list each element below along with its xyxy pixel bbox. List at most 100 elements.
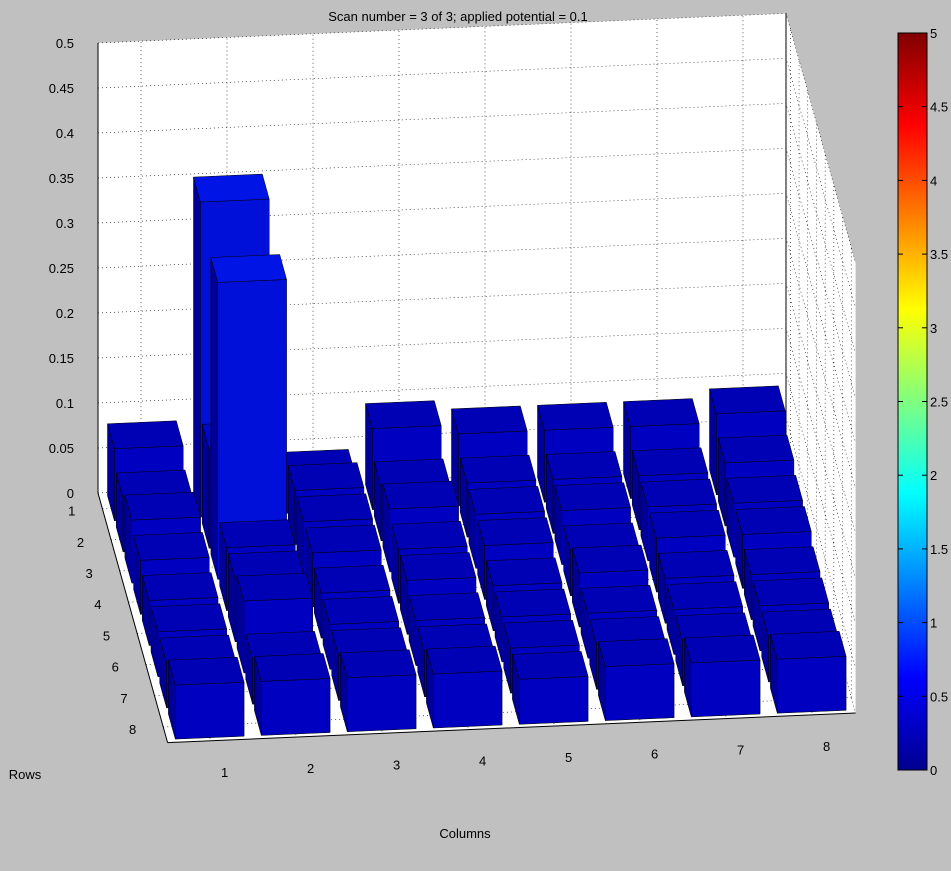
bars-group [107, 173, 847, 740]
bar-top-face [382, 480, 459, 510]
bar-top-face [545, 451, 623, 480]
bar-top-face [451, 405, 528, 435]
y-tick-label: 5 [103, 628, 110, 643]
bar-top-face [503, 619, 580, 649]
bar-top-face [459, 454, 537, 484]
bar-top-face [107, 420, 184, 449]
colorbar-tick-label: 1 [930, 616, 937, 631]
z-tick-label: 0.1 [56, 396, 74, 411]
x-tick-label: 7 [737, 743, 744, 758]
bar-top-face [124, 491, 201, 521]
bar-front-face [433, 670, 503, 729]
bar-top-face [649, 509, 726, 539]
bar-r8-c5 [512, 651, 589, 725]
bar-front-face [777, 656, 847, 714]
bar-r8-c6 [598, 638, 675, 721]
z-tick-label: 0.25 [49, 261, 74, 276]
bar-side-face [193, 177, 201, 518]
bar-top-face [735, 506, 812, 535]
tick-labels: 0 0.05 0.1 0.15 0.2 0.25 0.3 0.35 0.4 0.45 0.5 1 2 3 4… [49, 36, 831, 780]
colorbar-tick-label: 5 [930, 26, 937, 41]
z-tick-label: 0.15 [49, 351, 74, 366]
colorbar-tick-label: 4 [930, 173, 937, 188]
x-tick-label: 5 [565, 750, 572, 765]
bar-side-face [210, 257, 219, 580]
z-tick-label: 0.5 [56, 36, 74, 51]
x-axis-label: Columns [439, 826, 491, 841]
bar-top-face [168, 656, 245, 686]
x-tick-label: 8 [823, 739, 830, 754]
z-tick-label: 0.4 [56, 126, 74, 141]
bar-top-face [494, 588, 572, 618]
z-tick-label: 0.3 [56, 216, 74, 231]
bar-top-face [322, 596, 400, 625]
y-tick-label: 4 [94, 597, 101, 612]
bar-top-face [485, 557, 563, 586]
bar-top-face [666, 581, 744, 610]
x-tick-label: 2 [307, 761, 314, 776]
z-tick-label: 0 [67, 486, 74, 501]
bar-top-face [717, 434, 795, 464]
bar-top-face [684, 634, 761, 664]
y-axis-line [97, 492, 169, 743]
bar-top-face [468, 486, 545, 515]
bar-top-face [133, 532, 210, 561]
colorbar-tick-label: 4.5 [930, 100, 948, 115]
bar-top-face [537, 402, 614, 431]
bar-top-face [554, 482, 631, 511]
bar-top-face [296, 493, 373, 522]
bar-front-face [347, 674, 417, 732]
bar-top-face [743, 546, 821, 575]
x-tick-label: 3 [393, 757, 400, 772]
z-tick-label: 0.35 [49, 171, 74, 186]
side-wall [786, 13, 856, 713]
bar-top-face [726, 475, 803, 504]
bar-r8-c1 [168, 656, 245, 740]
bar-top-face [399, 552, 477, 581]
bar-top-face [752, 577, 830, 607]
x-axis-line [167, 712, 856, 744]
bar-r8-c2 [254, 653, 331, 736]
bar-top-face [426, 645, 503, 675]
colorbar-tick-label: 3.5 [930, 247, 948, 262]
x-tick-label: 6 [651, 746, 658, 761]
x-tick-label: 4 [479, 754, 486, 769]
bar-top-face [236, 572, 314, 602]
bar-top-face [210, 254, 287, 283]
bar-top-face [598, 638, 675, 667]
y-axis-label: Rows [9, 767, 42, 782]
bar-front-face [691, 659, 761, 718]
colorbar: 0 0.5 1 1.5 2 2.5 3 3.5 4 4.5 5 [897, 26, 948, 778]
y-tick-label: 8 [129, 722, 136, 737]
bar-top-face [571, 544, 649, 574]
colorbar-tick-label: 3 [930, 321, 937, 336]
colorbar-tick-label: 2.5 [930, 395, 948, 410]
z-tick-label: 0.45 [49, 81, 74, 96]
bar-r8-c8 [770, 631, 847, 714]
colorbar-tick-label: 1.5 [930, 542, 948, 557]
colorbar-tick-label: 2 [930, 468, 937, 483]
bar-r8-c4 [426, 645, 503, 729]
y-tick-label: 1 [68, 504, 75, 519]
bar-top-face [408, 592, 486, 621]
bar-top-face [340, 649, 417, 678]
bar-top-face [512, 651, 589, 680]
bar-top-face [657, 550, 735, 579]
bar-front-face [261, 678, 331, 736]
colorbar-tick-label: 0 [930, 763, 937, 778]
x-tick-label: 1 [221, 765, 228, 780]
bar-top-face [141, 572, 219, 601]
bar-top-face [770, 631, 847, 660]
bar-front-face [519, 676, 589, 725]
bar-top-face [305, 524, 382, 554]
bar-front-face [605, 663, 675, 721]
bar-top-face [150, 603, 228, 632]
bar-top-face [580, 585, 658, 614]
y-tick-label: 6 [112, 660, 119, 675]
bar-top-face [254, 653, 331, 682]
bar-r8-c3 [340, 649, 417, 732]
y-tick-label: 7 [120, 691, 127, 706]
y-tick-label: 3 [86, 566, 93, 581]
bar-top-face [391, 521, 468, 550]
